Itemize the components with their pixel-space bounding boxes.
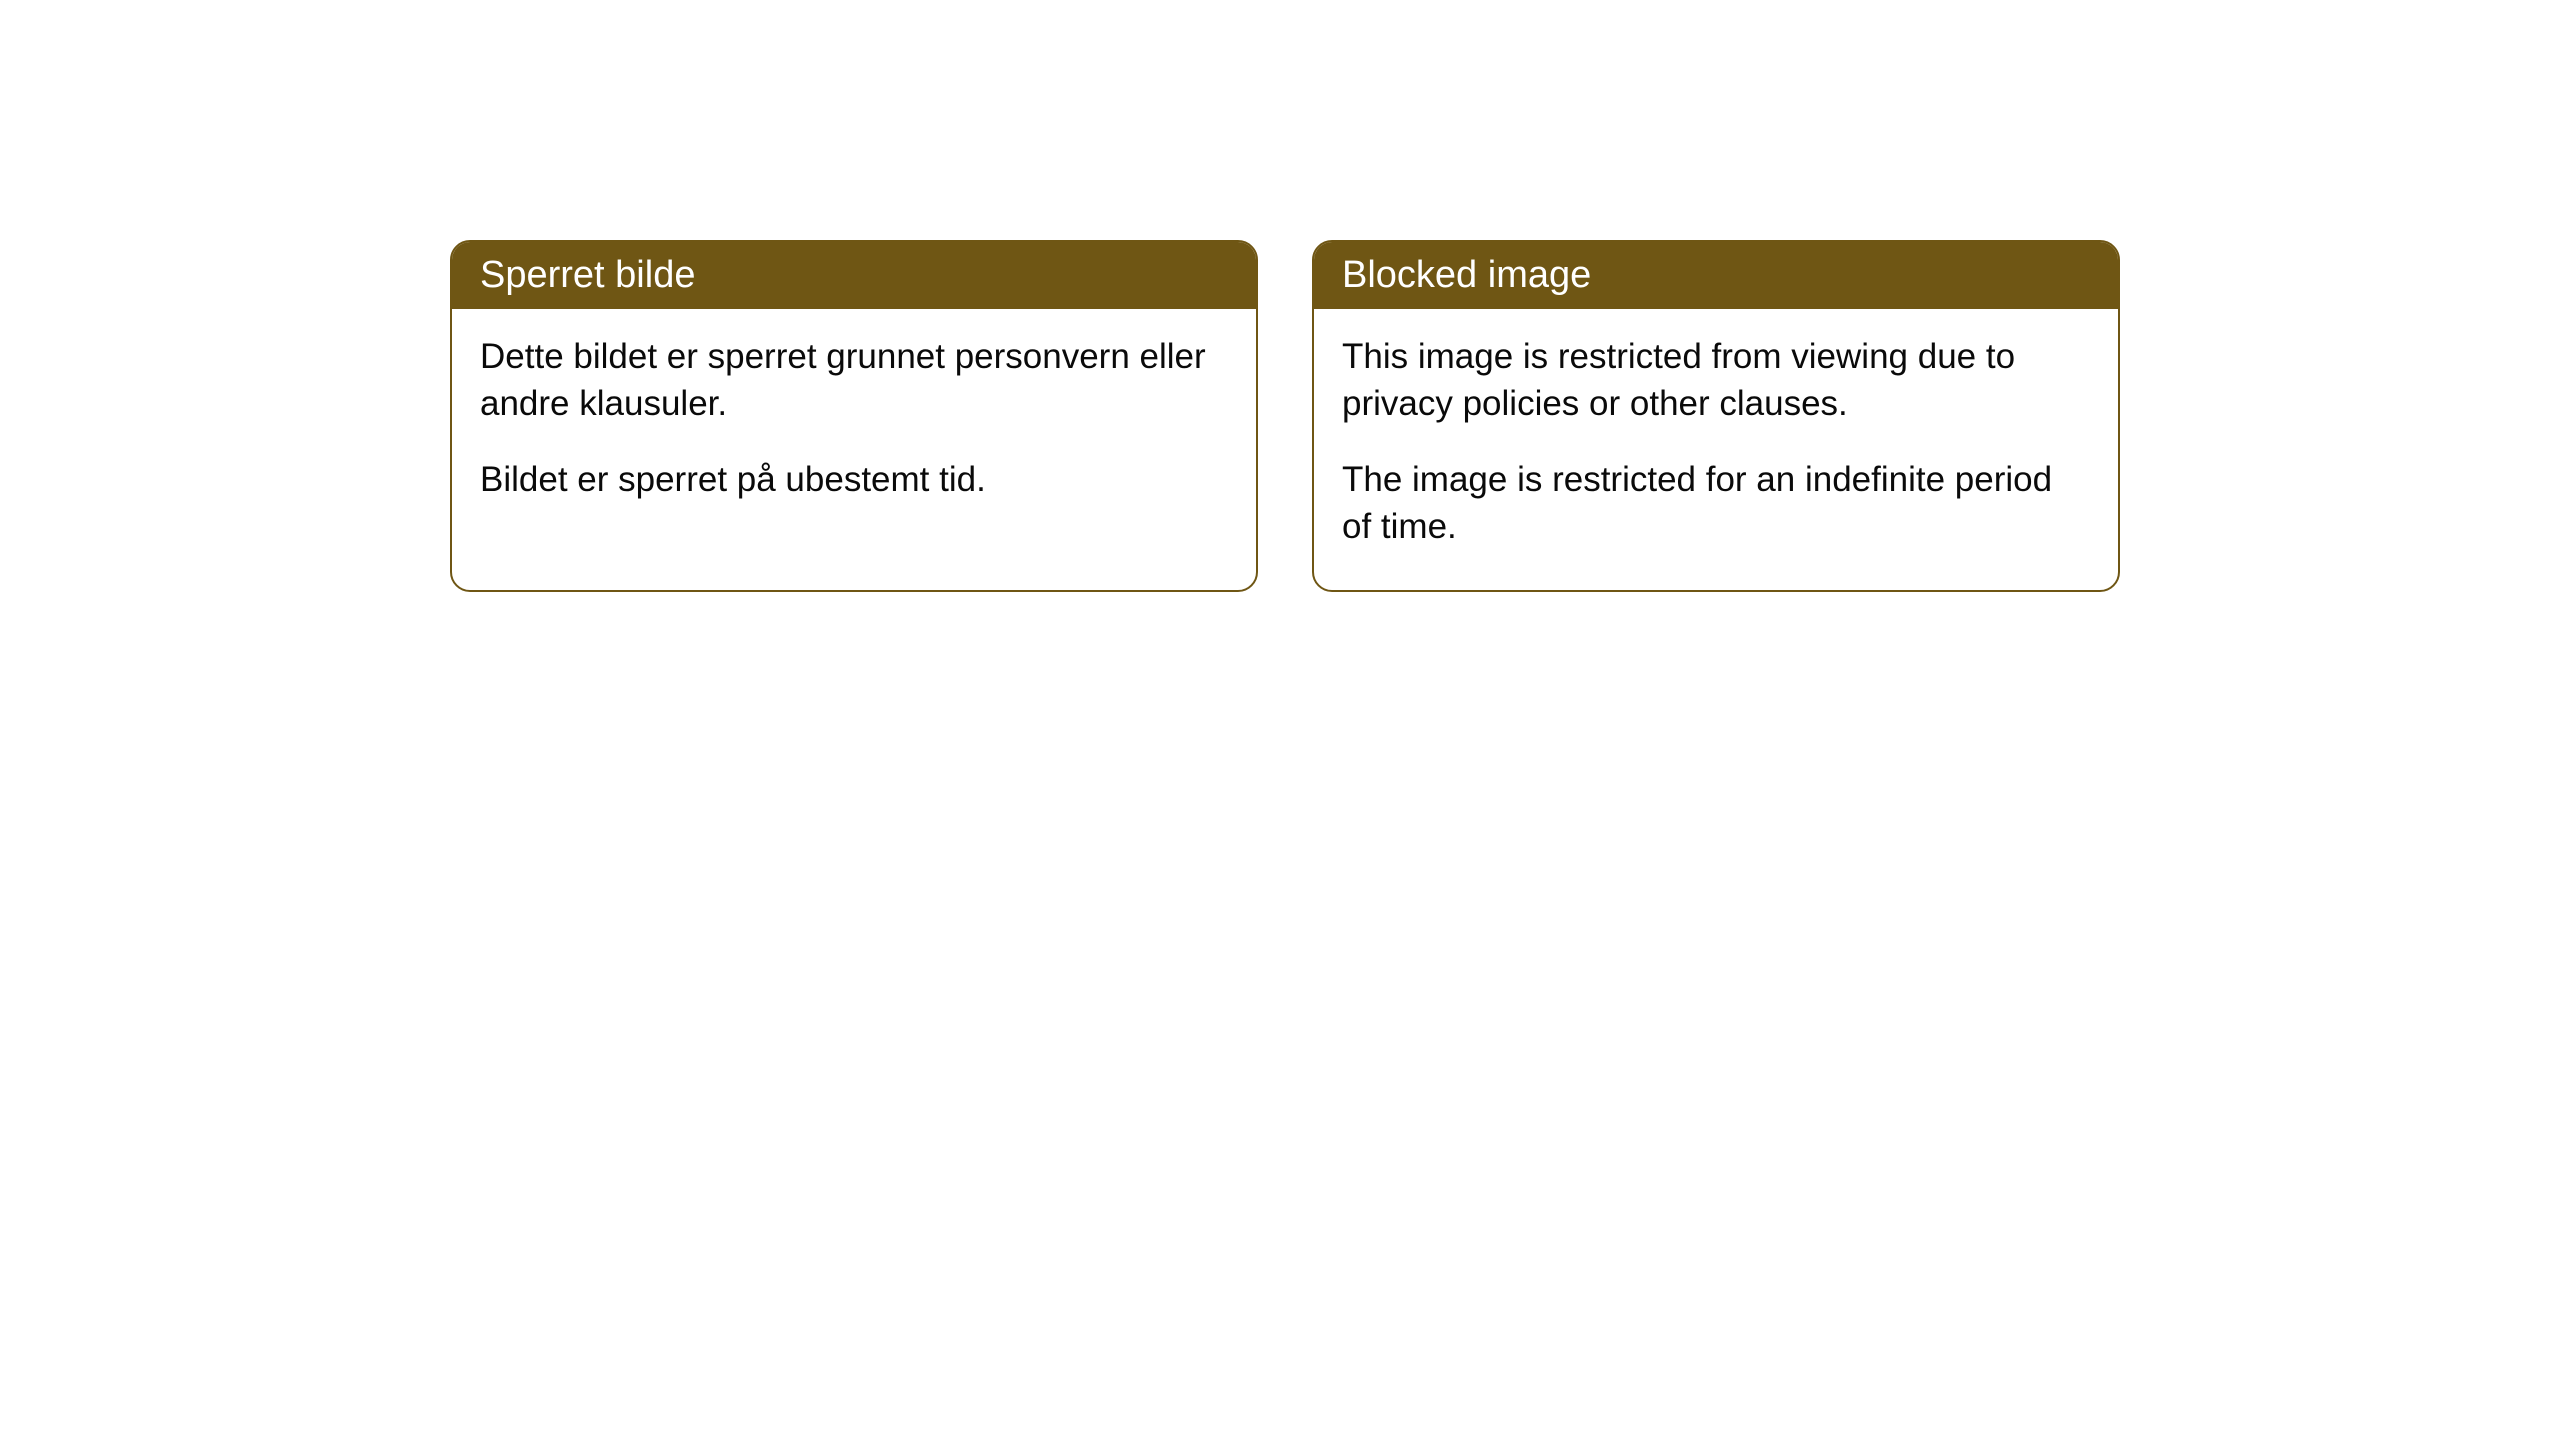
card-paragraph: Bildet er sperret på ubestemt tid. [480, 456, 1228, 503]
card-paragraph: The image is restricted for an indefinit… [1342, 456, 2090, 551]
notice-card-norwegian: Sperret bilde Dette bildet er sperret gr… [450, 240, 1258, 592]
card-header: Blocked image [1314, 242, 2118, 309]
notice-container: Sperret bilde Dette bildet er sperret gr… [450, 240, 2120, 592]
card-body: This image is restricted from viewing du… [1314, 309, 2118, 590]
card-title: Sperret bilde [480, 254, 695, 296]
card-body: Dette bildet er sperret grunnet personve… [452, 309, 1256, 543]
card-title: Blocked image [1342, 254, 1591, 296]
card-paragraph: This image is restricted from viewing du… [1342, 333, 2090, 428]
card-paragraph: Dette bildet er sperret grunnet personve… [480, 333, 1228, 428]
notice-card-english: Blocked image This image is restricted f… [1312, 240, 2120, 592]
card-header: Sperret bilde [452, 242, 1256, 309]
